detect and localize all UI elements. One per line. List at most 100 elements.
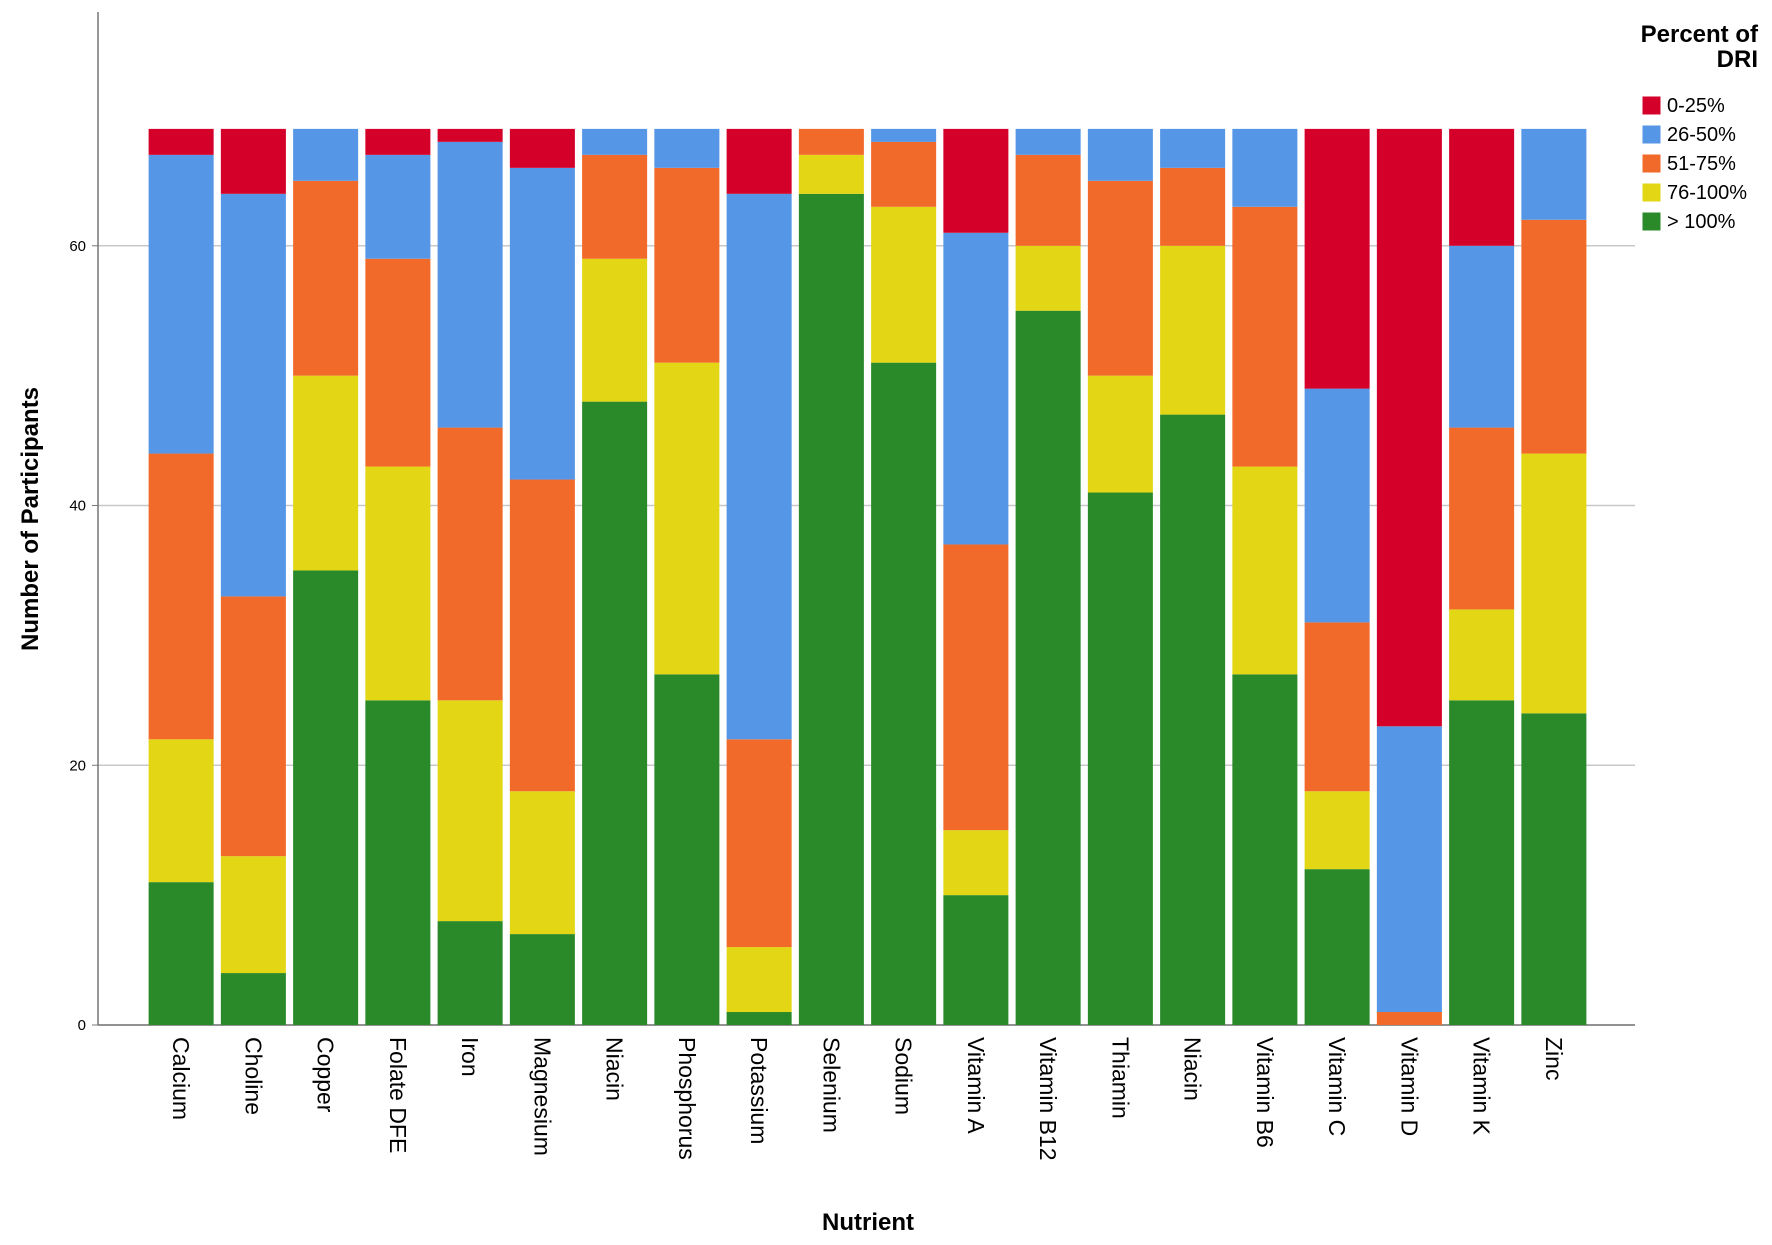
bar-segment: [1015, 310, 1081, 1025]
bar-segment: [509, 934, 575, 1025]
bar-segment: [1232, 674, 1298, 1025]
x-tick-label: Niacin: [602, 1037, 628, 1101]
bar-segment: [726, 193, 792, 740]
bar-segment: [148, 453, 214, 740]
bar-segment: [943, 830, 1009, 896]
bar-segment: [365, 700, 431, 1025]
bar-segment: [1521, 128, 1587, 220]
x-tick-label: Vitamin K: [1469, 1037, 1495, 1136]
bar-segment: [943, 128, 1009, 233]
x-tick-label: Copper: [313, 1037, 339, 1113]
bar-segment: [220, 856, 286, 974]
bar-segment: [798, 128, 864, 155]
bar-segment: [1521, 453, 1587, 714]
bar-segment: [1521, 713, 1587, 1025]
bar-segment: [582, 401, 648, 1026]
bar-segment: [1376, 128, 1442, 727]
legend-label: > 100%: [1667, 211, 1736, 233]
bar-segment: [220, 596, 286, 857]
x-tick-label: Sodium: [891, 1037, 917, 1115]
bar-segment: [437, 427, 503, 701]
bar-segment: [943, 895, 1009, 1025]
bar-segment: [293, 570, 359, 1025]
bar-segment: [293, 375, 359, 571]
y-axis-title: Number of Participants: [17, 387, 44, 651]
legend-swatch: [1641, 211, 1662, 232]
bar-segment: [582, 258, 648, 402]
bar-segment: [437, 921, 503, 1025]
x-tick-label: Calcium: [168, 1037, 194, 1120]
bar-segment: [1015, 128, 1081, 155]
bar-segment: [1449, 128, 1515, 246]
y-tick-label: 0: [78, 1017, 86, 1034]
bar-segment: [654, 167, 720, 363]
bar-segment: [1449, 245, 1515, 428]
bar-segment: [1160, 414, 1226, 1026]
x-tick-label: Choline: [240, 1037, 266, 1115]
x-tick-label: Vitamin B12: [1035, 1037, 1061, 1161]
bar-segment: [798, 154, 864, 194]
bar-segment: [509, 128, 575, 168]
legend-swatch: [1641, 95, 1662, 116]
bar-segment: [220, 193, 286, 597]
bar-segment: [1376, 1012, 1442, 1025]
bar-segment: [437, 141, 503, 428]
legend-label: 26-50%: [1667, 124, 1736, 146]
bar-segment: [943, 232, 1009, 545]
bar-segment: [1087, 128, 1153, 181]
bar-segment: [871, 141, 937, 207]
x-tick-label: Potassium: [746, 1037, 772, 1144]
bar-segment: [943, 544, 1009, 831]
bar-segment: [148, 128, 214, 155]
bar-segment: [798, 193, 864, 1026]
bar-segment: [871, 128, 937, 142]
bar-segment: [293, 180, 359, 376]
x-tick-label: Folate DFE: [385, 1037, 411, 1153]
bar-segment: [1087, 180, 1153, 376]
bar-segment: [871, 362, 937, 1026]
bar-segment: [509, 479, 575, 792]
x-tick-label: Thiamin: [1107, 1037, 1133, 1119]
bar-segment: [148, 154, 214, 454]
x-tick-label: Magnesium: [529, 1037, 555, 1156]
bar-segment: [654, 128, 720, 168]
bar-segment: [654, 362, 720, 675]
bar-segment: [293, 128, 359, 181]
bar-segment: [365, 128, 431, 155]
bar-segment: [726, 1012, 792, 1025]
bar-segment: [148, 739, 214, 883]
bar-segment: [1160, 167, 1226, 246]
bar-segment: [1449, 609, 1515, 701]
bar-segment: [365, 466, 431, 701]
bar-segment: [1015, 154, 1081, 246]
bar-segment: [1232, 128, 1298, 207]
x-tick-label: Vitamin A: [963, 1037, 989, 1134]
bar-segment: [1521, 219, 1587, 454]
legend-swatch: [1641, 153, 1662, 174]
x-axis-title: Nutrient: [822, 1209, 914, 1236]
bar-segment: [509, 167, 575, 480]
bar-segment: [1232, 206, 1298, 467]
bar-segment: [871, 206, 937, 363]
bar-segment: [220, 128, 286, 194]
x-tick-label: Phosphorus: [674, 1037, 700, 1160]
bar-segment: [220, 973, 286, 1025]
y-tick-label: 60: [69, 238, 86, 255]
x-tick-label: Vitamin B6: [1252, 1037, 1278, 1148]
bar-segment: [437, 128, 503, 142]
bar-segment: [726, 128, 792, 194]
legend-swatch: [1641, 182, 1662, 203]
bar-segment: [365, 258, 431, 467]
bar-segment: [509, 791, 575, 935]
bar-segment: [1449, 427, 1515, 610]
x-tick-label: Vitamin C: [1324, 1037, 1350, 1136]
bar-segment: [148, 882, 214, 1025]
bar-segment: [1087, 492, 1153, 1025]
bar-segment: [1160, 128, 1226, 168]
bar-segment: [1376, 726, 1442, 1013]
bar-segment: [1304, 791, 1370, 870]
legend-swatch: [1641, 124, 1662, 145]
x-tick-label: Niacin: [1180, 1037, 1206, 1101]
bar-segment: [1304, 622, 1370, 792]
